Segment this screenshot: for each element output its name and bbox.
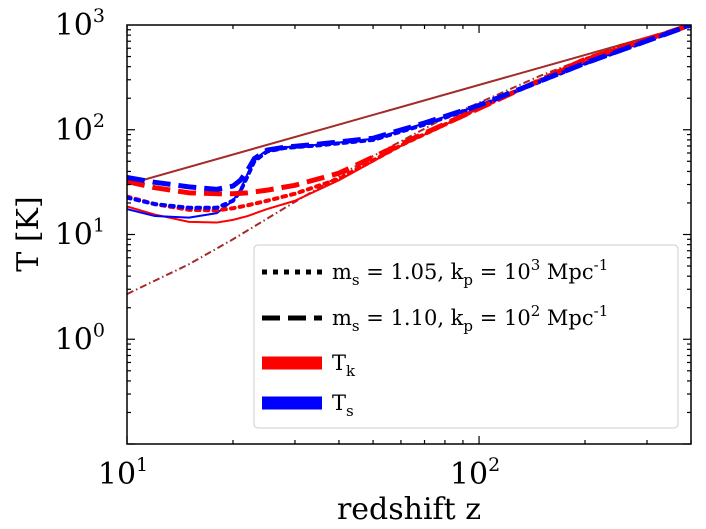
y-axis-label: T [K] [11,196,46,271]
y-tick-label-10: 101 [55,215,105,253]
x-tick-label-100: 102 [450,454,500,492]
legend-label-2: ms = 1.10, kp = 102 Mpc-1 [332,302,608,335]
legend-label-4: Ts [332,391,354,420]
plot-frame [126,24,692,445]
legend-box [253,244,679,429]
legend-label-1: ms = 1.05, kp = 103 Mpc-1 [332,256,608,289]
y-tick-label-1: 100 [55,319,105,357]
x-axis-label: redshift z [337,492,481,527]
y-tick-label-100: 102 [55,110,105,148]
series-t-s-m-s-1-10 [127,25,691,192]
x-tick-label-10: 101 [98,454,148,492]
series-t-s-m-s-1-05 [127,25,691,210]
y-tick-label-1000: 103 [55,5,105,43]
tick-label-layer: 101 102 100 101 102 103 [55,5,500,492]
legend: ms = 1.05, kp = 103 Mpc-1 ms = 1.10, kp =… [253,244,679,429]
series-layer [127,25,691,295]
legend-label-3: Tk [332,351,356,380]
legend-entries: ms = 1.05, kp = 103 Mpc-1 ms = 1.10, kp =… [262,256,608,420]
series-t-k-m-s-1-10 [127,25,691,197]
series-t-cmb [127,25,691,186]
